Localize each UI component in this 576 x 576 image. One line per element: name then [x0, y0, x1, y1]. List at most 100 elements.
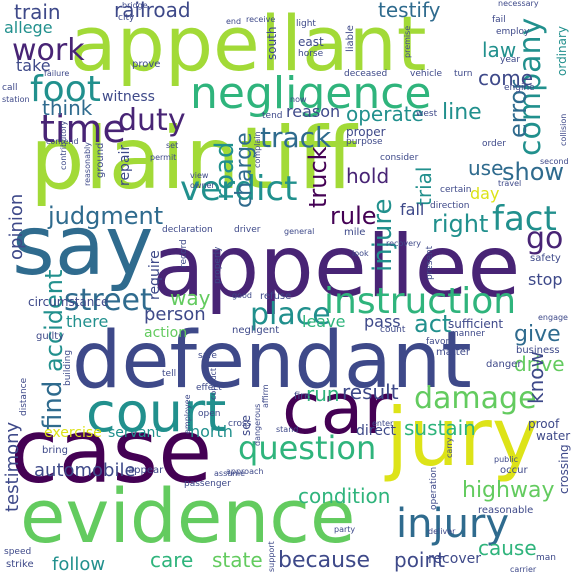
word-recover: recover — [428, 551, 481, 567]
word-action: action — [144, 325, 188, 341]
word-fall: fall — [400, 200, 425, 219]
word-reasonably: reasonably — [83, 141, 92, 186]
word-ordinary: ordinary — [555, 25, 569, 76]
word-good: good — [232, 291, 252, 300]
word-highway: highway — [462, 478, 555, 503]
word-track: track — [260, 121, 332, 154]
word-mile: mile — [344, 227, 366, 238]
word-second: second — [540, 157, 569, 166]
word-go: go — [526, 221, 564, 256]
word-building: building — [63, 349, 73, 386]
word-reason: reason — [286, 102, 341, 121]
word-permit: permit — [150, 153, 177, 162]
word-properly: properly — [213, 246, 223, 285]
word-person: person — [144, 304, 206, 325]
word-truck: truck — [304, 146, 332, 208]
word-line: line — [442, 100, 482, 125]
word-proper: proper — [346, 125, 386, 139]
word-general: general — [284, 227, 315, 236]
word-say: say — [12, 199, 154, 294]
word-negligence: negligence — [190, 68, 432, 119]
word-fact: fact — [492, 199, 557, 239]
word-passenger: passenger — [184, 479, 231, 489]
word-year: year — [500, 55, 521, 65]
word-know: know — [524, 351, 548, 404]
word-count: count — [380, 325, 406, 335]
word-dangerous: dangerous — [253, 403, 262, 446]
word-vehicle: vehicle — [410, 69, 443, 79]
word-fire: fire — [294, 391, 311, 402]
word-appear: appear — [128, 465, 164, 476]
word-damage: damage — [414, 381, 537, 416]
word-contend: contend — [46, 137, 79, 146]
word-direction: direction — [430, 201, 470, 211]
word-carrier: carrier — [510, 565, 537, 574]
word-approach: approach — [226, 467, 264, 476]
word-day: day — [470, 184, 500, 203]
word-witness: witness — [102, 89, 155, 105]
word-look: look — [352, 249, 369, 258]
word-recovery: recovery — [386, 239, 422, 248]
word-require: require — [147, 250, 163, 300]
word-contributory: contributory — [59, 120, 68, 170]
word-favor: favor — [426, 337, 450, 347]
word-affirm: affirm — [261, 384, 270, 408]
word-guilty: guilty — [36, 331, 65, 342]
word-verdict: verdict — [180, 169, 298, 209]
word-man: man — [536, 553, 556, 563]
word-take: take — [16, 56, 51, 75]
word-come: come — [478, 66, 534, 90]
word-water: water — [536, 429, 571, 443]
word-run: run — [306, 382, 340, 406]
word-city: city — [118, 13, 135, 23]
word-follow: follow — [52, 554, 106, 575]
word-party: party — [334, 525, 356, 534]
word-necessary: necessary — [498, 0, 539, 8]
word-operate: operate — [346, 102, 424, 126]
word-give: give — [514, 322, 561, 347]
word-present: present — [425, 245, 435, 280]
word-travel: travel — [498, 179, 522, 188]
word-appellant: appellant — [70, 0, 427, 88]
word-car: car — [282, 368, 393, 450]
word-speed: speed — [4, 547, 32, 557]
word-place: place — [250, 297, 331, 332]
word-set: set — [166, 141, 179, 150]
word-declaration: declaration — [162, 225, 213, 235]
word-conduct: conduct — [209, 367, 218, 400]
word-injury: injury — [396, 501, 510, 547]
word-engage: engage — [538, 313, 568, 322]
word-plaintiff: plaintiff — [30, 109, 357, 209]
word-receive: receive — [246, 15, 276, 24]
word-distance: distance — [19, 377, 29, 416]
word-east: east — [298, 35, 324, 49]
word-bring: bring — [42, 445, 68, 456]
word-safe: safe — [198, 351, 217, 361]
word-because: because — [278, 548, 371, 573]
word-state: state — [212, 548, 263, 572]
word-judgment: judgment — [48, 202, 164, 230]
word-time: time — [40, 107, 126, 151]
word-testimony: testimony — [2, 421, 23, 512]
word-drive: drive — [514, 352, 565, 376]
word-automobile: automobile — [34, 460, 136, 481]
word-show: show — [502, 158, 565, 186]
word-record: record — [179, 239, 189, 268]
word-carry: carry — [445, 437, 454, 458]
word-south: south — [265, 26, 279, 60]
word-tend: tend — [262, 111, 283, 121]
word-servant: servant — [108, 425, 161, 441]
word-circumstance: circumstance — [28, 295, 109, 309]
word-work: work — [12, 33, 85, 68]
word-use: use — [468, 156, 504, 180]
word-care: care — [150, 548, 194, 572]
word-light: light — [296, 19, 316, 29]
word-tell: tell — [162, 369, 177, 379]
word-leave: leave — [302, 312, 346, 331]
word-order: order — [482, 139, 506, 149]
word-liable: liable — [345, 25, 356, 52]
word-direct: direct — [356, 423, 397, 439]
word-deceased: deceased — [344, 69, 388, 79]
word-purpose: purpose — [346, 137, 383, 147]
